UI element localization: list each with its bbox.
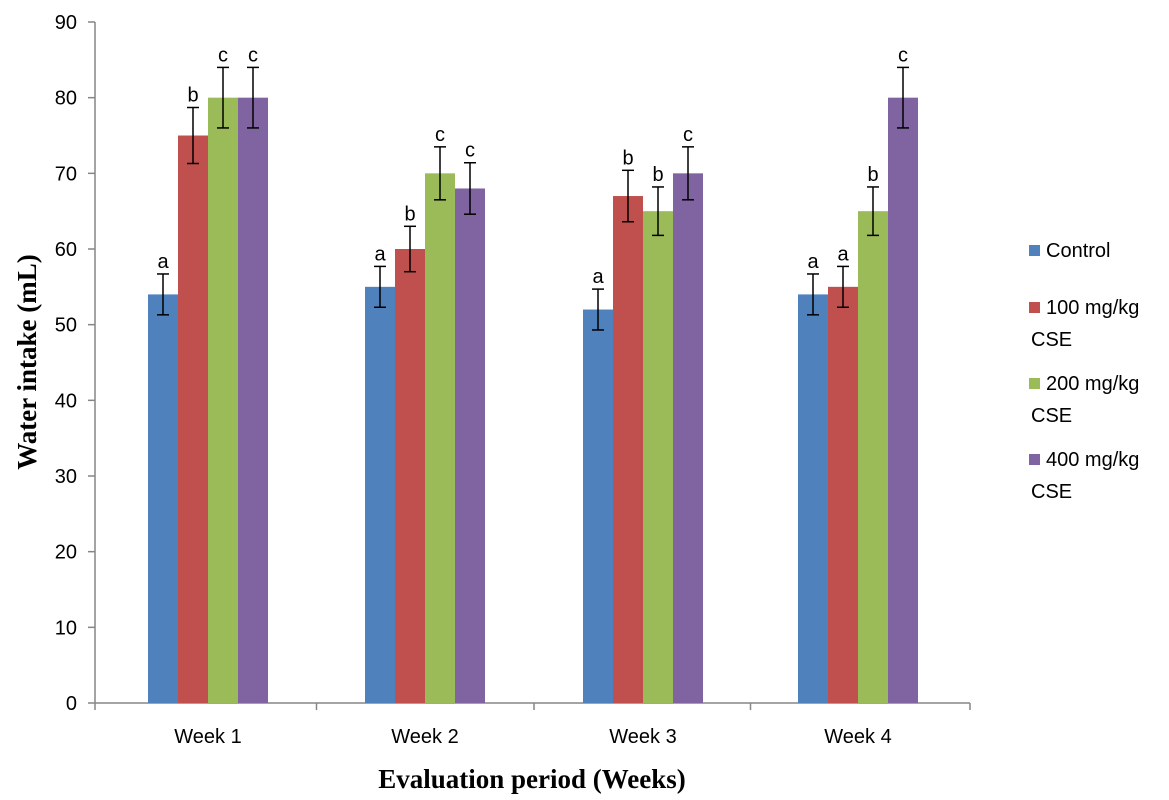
y-tick-label: 10 [55,617,77,639]
x-tick-label: Week 3 [609,726,676,748]
legend-label: CSE [1031,405,1072,427]
bar [858,211,888,703]
bar [888,97,918,703]
significance-label: c [465,140,475,162]
significance-label: b [622,147,633,169]
bar [613,196,643,704]
y-tick-label: 70 [55,163,77,185]
y-tick-label: 30 [55,466,77,488]
significance-label: a [592,266,604,288]
legend-swatch [1029,378,1040,389]
x-tick-label: Week 2 [391,726,458,748]
bar [178,135,208,703]
significance-label: a [837,243,849,265]
significance-label: c [683,124,693,146]
bar [208,97,238,703]
legend-label: 400 mg/kg [1046,449,1139,471]
significance-label: b [652,164,663,186]
y-axis-title: Water intake (mL) [12,254,42,469]
y-tick-label: 90 [55,12,77,34]
legend-swatch [1029,302,1040,313]
y-tick-label: 60 [55,239,77,261]
significance-label: b [404,203,415,225]
x-axis-title: Evaluation period (Weeks) [378,764,686,794]
legend-swatch [1029,454,1040,465]
y-tick-label: 0 [66,693,77,715]
bar [238,97,268,703]
bar [395,249,425,703]
bar [148,294,178,703]
x-tick-label: Week 4 [824,726,891,748]
y-tick-label: 40 [55,390,77,412]
legend-label: CSE [1031,329,1072,351]
bar [583,309,613,703]
y-tick-label: 50 [55,315,77,337]
legend-label: 100 mg/kg [1046,297,1139,319]
significance-label: c [898,44,908,66]
bar [425,173,455,704]
bar [673,173,703,704]
significance-label: b [187,85,198,107]
significance-label: a [807,251,819,273]
bar [365,286,395,703]
significance-label: b [867,164,878,186]
bar [455,188,485,703]
significance-label: a [374,243,386,265]
bar [643,211,673,703]
legend-swatch [1029,245,1040,256]
significance-label: c [435,124,445,146]
legend-label: CSE [1031,481,1072,503]
x-tick-label: Week 1 [174,726,241,748]
bar [828,286,858,703]
legend-label: 200 mg/kg [1046,373,1139,395]
y-tick-label: 20 [55,542,77,564]
y-tick-label: 80 [55,88,77,110]
significance-label: a [157,251,169,273]
significance-label: c [248,44,258,66]
significance-label: c [218,44,228,66]
legend-label: Control [1046,240,1110,262]
bar [798,294,828,703]
